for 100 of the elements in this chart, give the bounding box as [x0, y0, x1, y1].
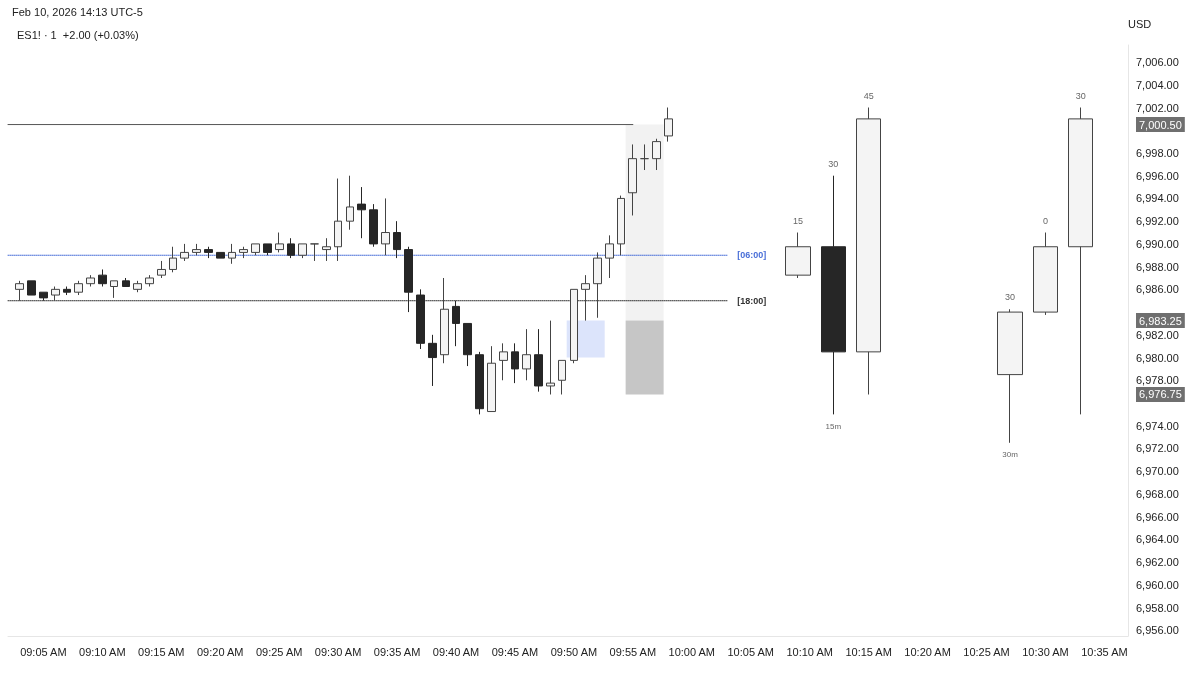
candlestick [74, 280, 83, 296]
x-tick-label: 10:20 AM [904, 645, 951, 658]
candlestick [192, 243, 201, 256]
y-tick-label: 7,002.00 [1136, 101, 1179, 114]
y-tick-label: 6,970.00 [1136, 465, 1179, 478]
x-tick-label: 09:10 AM [79, 645, 126, 658]
candlestick [440, 277, 449, 364]
candlestick [169, 246, 177, 273]
candlestick [204, 246, 213, 259]
candlestick [27, 280, 36, 296]
candlestick [369, 203, 378, 248]
y-tick-label: 6,968.00 [1136, 487, 1179, 500]
candlestick [310, 243, 319, 262]
series-label: [06:00] [737, 250, 767, 261]
candlestick [239, 246, 248, 259]
candlestick [785, 232, 811, 279]
x-tick-label: 10:15 AM [845, 645, 892, 658]
y-tick-label: 6,983.25 [1139, 314, 1182, 327]
y-tick-label: 6,974.00 [1136, 419, 1179, 432]
x-tick-label: 10:00 AM [668, 645, 716, 658]
x-tick-label: 10:25 AM [963, 645, 1010, 658]
text: 30 [828, 158, 839, 169]
candlestick [522, 328, 531, 381]
candlestick [145, 274, 154, 288]
candlestick [251, 243, 260, 256]
x-tick-label: 09:15 AM [138, 645, 185, 658]
candlestick [821, 175, 846, 415]
candlestick [452, 300, 460, 347]
candlestick [428, 334, 437, 387]
y-tick-label: 7,004.00 [1136, 78, 1179, 91]
candlestick [51, 286, 60, 302]
text: 45 [863, 90, 874, 101]
x-tick-label: 10:10 AM [786, 645, 833, 658]
candlestick [534, 328, 543, 393]
candlestick [346, 175, 354, 231]
text: Feb 10, 2026 14:13 UTC-5 [12, 5, 143, 18]
candlestick [499, 342, 508, 381]
candlestick [98, 268, 107, 288]
y-tick-label: 6,958.00 [1136, 601, 1179, 614]
candlestick [86, 274, 95, 288]
candlestick [628, 143, 637, 216]
candlestick [558, 359, 566, 395]
candlestick [463, 322, 472, 367]
annotation: 30m [1002, 450, 1019, 460]
candlestick [640, 143, 649, 171]
candlestick [228, 243, 236, 265]
candlestick [110, 280, 118, 299]
y-tick-label: 6,972.00 [1136, 442, 1179, 455]
x-tick-label: 09:40 AM [432, 645, 480, 658]
x-tick-label: 09:30 AM [314, 645, 362, 658]
candlestick [856, 107, 881, 395]
candlestick [404, 246, 413, 313]
candlestick [511, 342, 519, 384]
y-tick-label: 6,956.00 [1136, 624, 1179, 637]
x-tick-label: 09:25 AM [255, 645, 303, 658]
y-tick-label: 6,998.00 [1136, 146, 1179, 159]
candlestick [275, 232, 284, 253]
y-tick-label: 6,980.00 [1136, 351, 1179, 364]
y-tick-label: 6,982.00 [1136, 328, 1179, 341]
candlestick [593, 251, 602, 319]
x-tick-label: 09:35 AM [373, 645, 421, 658]
candlestick [322, 237, 331, 262]
candlestick [393, 220, 401, 259]
y-tick-label: 7,006.00 [1136, 56, 1179, 69]
x-tick-label: 09:20 AM [196, 645, 244, 658]
text: 30 [1075, 90, 1086, 101]
text: 30 [1005, 292, 1016, 303]
text: 15 [792, 215, 803, 226]
candlestick [997, 308, 1023, 444]
candlestick [39, 291, 48, 302]
y-tick-label: 7,000.50 [1139, 118, 1182, 131]
candlestick [298, 243, 307, 259]
candlestick [63, 286, 71, 296]
x-tick-label: 09:05 AM [20, 645, 67, 658]
candlestick [487, 345, 496, 413]
y-tick-label: 6,976.75 [1139, 388, 1182, 401]
x-tick-label: 10:35 AM [1081, 645, 1128, 658]
candlestick [334, 178, 342, 262]
candlestick [1033, 232, 1058, 316]
candlestick [605, 234, 614, 279]
candlestick [287, 237, 295, 259]
x-tick-label: 10:30 AM [1022, 645, 1069, 658]
candlestick [357, 186, 366, 239]
y-tick-label: 6,988.00 [1136, 260, 1179, 273]
x-tick-label: 09:50 AM [550, 645, 598, 658]
candlestick [216, 251, 225, 259]
candlestick [1068, 107, 1093, 415]
series-label: [18:00] [737, 295, 767, 306]
y-tick-label: 6,986.00 [1136, 283, 1179, 296]
candlestick [581, 274, 590, 322]
candlestick [15, 280, 24, 302]
candlestick [381, 197, 390, 256]
y-tick-label: 6,978.00 [1136, 374, 1179, 387]
candlestick [416, 288, 425, 350]
y-tick-label: 6,960.00 [1136, 578, 1179, 591]
y-tick-label: 6,962.00 [1136, 556, 1179, 569]
candlestick [652, 138, 661, 171]
text: 0 [1042, 215, 1048, 226]
candlestick [133, 280, 142, 293]
y-tick-label: 6,990.00 [1136, 237, 1179, 250]
